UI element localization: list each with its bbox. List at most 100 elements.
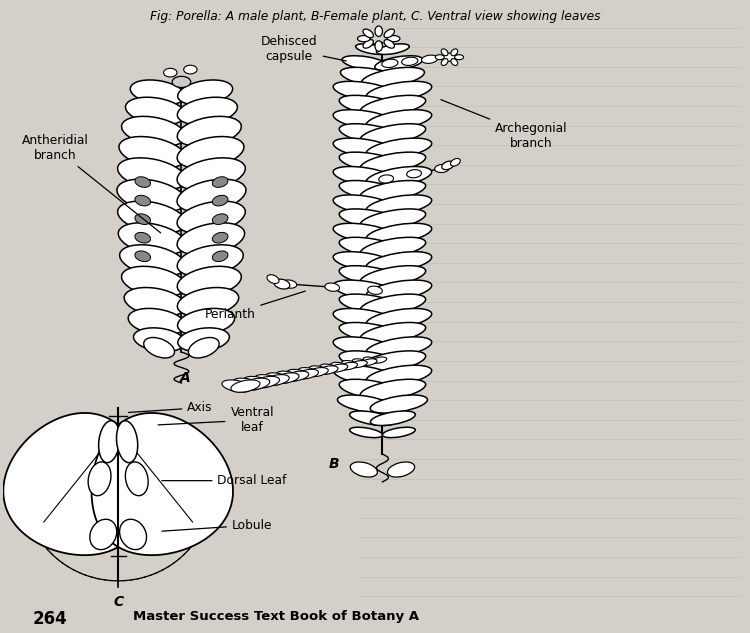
Ellipse shape	[276, 371, 300, 381]
Text: Antheridial
branch: Antheridial branch	[22, 134, 160, 233]
Ellipse shape	[366, 280, 432, 301]
Ellipse shape	[128, 308, 185, 335]
Ellipse shape	[339, 351, 405, 372]
Ellipse shape	[333, 280, 399, 301]
Ellipse shape	[333, 110, 399, 130]
Ellipse shape	[130, 80, 185, 105]
Ellipse shape	[339, 379, 405, 401]
Ellipse shape	[451, 49, 458, 56]
Ellipse shape	[339, 123, 405, 145]
Ellipse shape	[368, 286, 382, 294]
Ellipse shape	[184, 65, 197, 74]
Ellipse shape	[366, 308, 432, 329]
Ellipse shape	[387, 35, 400, 42]
Text: Axis: Axis	[128, 401, 213, 414]
Ellipse shape	[339, 180, 405, 202]
Ellipse shape	[242, 378, 270, 390]
Ellipse shape	[244, 377, 271, 388]
Ellipse shape	[363, 29, 374, 38]
Ellipse shape	[350, 411, 394, 425]
Ellipse shape	[339, 266, 405, 287]
Text: A: A	[180, 370, 190, 385]
Ellipse shape	[135, 251, 151, 261]
Ellipse shape	[366, 166, 432, 187]
Ellipse shape	[212, 232, 228, 243]
Ellipse shape	[307, 368, 328, 377]
Ellipse shape	[360, 294, 426, 315]
Ellipse shape	[328, 364, 348, 372]
Ellipse shape	[366, 195, 432, 216]
Ellipse shape	[178, 80, 232, 105]
Ellipse shape	[333, 308, 399, 329]
Ellipse shape	[422, 55, 438, 63]
Ellipse shape	[340, 362, 358, 370]
Ellipse shape	[212, 251, 228, 261]
Ellipse shape	[309, 366, 329, 374]
Ellipse shape	[177, 287, 238, 316]
Ellipse shape	[274, 279, 290, 289]
Ellipse shape	[135, 196, 151, 206]
Ellipse shape	[366, 365, 432, 386]
Text: Perianth: Perianth	[205, 291, 305, 322]
Ellipse shape	[331, 362, 349, 370]
Ellipse shape	[339, 294, 405, 315]
Ellipse shape	[333, 337, 399, 358]
Ellipse shape	[342, 56, 390, 71]
Ellipse shape	[117, 179, 186, 212]
Ellipse shape	[341, 361, 358, 368]
Ellipse shape	[441, 59, 448, 65]
Text: C: C	[113, 595, 123, 609]
Ellipse shape	[366, 110, 432, 130]
Ellipse shape	[177, 179, 246, 212]
Ellipse shape	[338, 395, 394, 413]
Ellipse shape	[402, 57, 418, 65]
Ellipse shape	[339, 237, 405, 258]
Ellipse shape	[375, 56, 423, 71]
Ellipse shape	[333, 81, 399, 102]
Ellipse shape	[382, 427, 416, 437]
Ellipse shape	[360, 123, 426, 145]
Ellipse shape	[212, 177, 228, 187]
Ellipse shape	[318, 366, 338, 374]
Ellipse shape	[164, 68, 177, 77]
Ellipse shape	[298, 368, 320, 377]
Ellipse shape	[360, 237, 426, 258]
Ellipse shape	[442, 161, 454, 170]
Ellipse shape	[88, 462, 111, 496]
Ellipse shape	[232, 378, 261, 390]
Text: Archegonial
branch: Archegonial branch	[441, 99, 568, 149]
Ellipse shape	[384, 29, 394, 38]
Ellipse shape	[172, 77, 190, 87]
Ellipse shape	[360, 379, 426, 401]
Ellipse shape	[375, 41, 382, 51]
Text: Dorsal Leaf: Dorsal Leaf	[162, 474, 286, 487]
Ellipse shape	[441, 49, 448, 56]
Ellipse shape	[177, 201, 245, 234]
Ellipse shape	[451, 59, 458, 65]
Ellipse shape	[124, 287, 185, 316]
Ellipse shape	[376, 44, 410, 54]
Ellipse shape	[134, 328, 185, 351]
Ellipse shape	[370, 395, 427, 413]
Ellipse shape	[350, 427, 382, 437]
Ellipse shape	[116, 421, 138, 463]
Ellipse shape	[360, 266, 426, 287]
Ellipse shape	[339, 209, 405, 230]
Ellipse shape	[274, 373, 299, 384]
Ellipse shape	[212, 196, 228, 206]
Ellipse shape	[366, 223, 432, 244]
Ellipse shape	[339, 96, 405, 116]
Ellipse shape	[135, 232, 151, 243]
Ellipse shape	[388, 462, 415, 477]
Ellipse shape	[118, 158, 186, 190]
Ellipse shape	[122, 116, 186, 146]
Ellipse shape	[372, 357, 387, 363]
Ellipse shape	[379, 175, 394, 183]
Ellipse shape	[125, 97, 185, 125]
Ellipse shape	[362, 67, 424, 88]
Ellipse shape	[370, 411, 416, 425]
Ellipse shape	[254, 375, 280, 385]
Ellipse shape	[434, 165, 449, 173]
Polygon shape	[3, 413, 145, 555]
Ellipse shape	[339, 152, 405, 173]
